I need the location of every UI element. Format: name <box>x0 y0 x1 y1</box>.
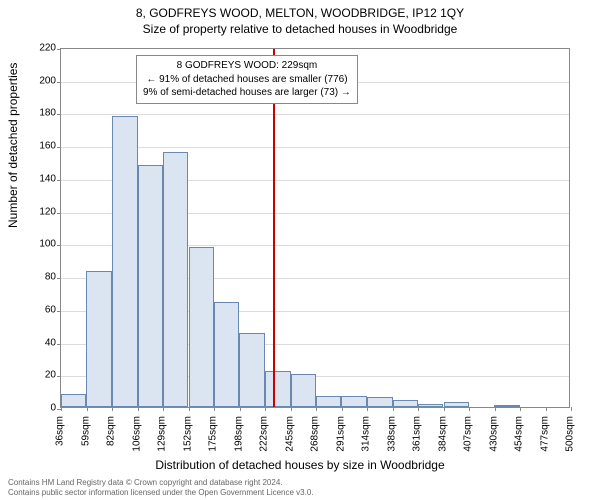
histogram-bar <box>316 396 341 407</box>
ytick-label: 20 <box>26 370 56 381</box>
xtick-mark <box>240 407 241 411</box>
ytick-label: 200 <box>26 75 56 86</box>
ytick-mark <box>57 147 61 148</box>
xtick-label: 430sqm <box>488 416 499 452</box>
y-axis-label: Number of detached properties <box>6 63 20 228</box>
x-axis-label: Distribution of detached houses by size … <box>0 458 600 472</box>
histogram-bar <box>61 394 86 407</box>
histogram-bar <box>239 333 265 407</box>
xtick-mark <box>469 407 470 411</box>
xtick-label: 361sqm <box>412 416 423 452</box>
xtick-label: 384sqm <box>437 416 448 452</box>
ytick-label: 140 <box>26 173 56 184</box>
xtick-mark <box>418 407 419 411</box>
xtick-mark <box>87 407 88 411</box>
xtick-mark <box>520 407 521 411</box>
xtick-label: 314sqm <box>361 416 372 452</box>
ytick-label: 60 <box>26 304 56 315</box>
annotation-line1: 8 GODFREYS WOOD: 229sqm <box>143 59 351 73</box>
histogram-bar <box>86 271 111 407</box>
ytick-mark <box>57 213 61 214</box>
histogram-bar <box>189 247 214 407</box>
chart-container: 8, GODFREYS WOOD, MELTON, WOODBRIDGE, IP… <box>0 0 600 500</box>
xtick-label: 152sqm <box>182 416 193 452</box>
xtick-label: 454sqm <box>514 416 525 452</box>
xtick-label: 175sqm <box>208 416 219 452</box>
ytick-mark <box>57 245 61 246</box>
xtick-mark <box>138 407 139 411</box>
ytick-label: 220 <box>26 43 56 54</box>
xtick-mark <box>163 407 164 411</box>
ytick-label: 100 <box>26 239 56 250</box>
histogram-bar <box>112 116 138 407</box>
histogram-bar <box>418 404 443 407</box>
annotation-line2: ← 91% of detached houses are smaller (77… <box>143 73 351 87</box>
xtick-mark <box>214 407 215 411</box>
histogram-bar <box>444 402 469 407</box>
chart-subtitle: Size of property relative to detached ho… <box>0 20 600 36</box>
xtick-mark <box>571 407 572 411</box>
xtick-mark <box>291 407 292 411</box>
xtick-label: 82sqm <box>106 416 117 446</box>
ytick-mark <box>57 278 61 279</box>
histogram-bar <box>138 165 163 407</box>
histogram-bar <box>265 371 290 407</box>
xtick-label: 198sqm <box>233 416 244 452</box>
xtick-label: 500sqm <box>565 416 576 452</box>
ytick-mark <box>57 180 61 181</box>
xtick-mark <box>367 407 368 411</box>
ytick-mark <box>57 114 61 115</box>
ytick-mark <box>57 82 61 83</box>
histogram-bar <box>367 397 393 407</box>
xtick-label: 36sqm <box>55 416 66 446</box>
xtick-label: 291sqm <box>335 416 346 452</box>
ytick-label: 160 <box>26 141 56 152</box>
chart-title: 8, GODFREYS WOOD, MELTON, WOODBRIDGE, IP… <box>0 0 600 20</box>
footer-line1: Contains HM Land Registry data © Crown c… <box>8 478 314 488</box>
ytick-label: 180 <box>26 108 56 119</box>
footer-line2: Contains public sector information licen… <box>8 488 314 498</box>
xtick-mark <box>265 407 266 411</box>
ytick-label: 80 <box>26 272 56 283</box>
annotation-box: 8 GODFREYS WOOD: 229sqm ← 91% of detache… <box>136 55 358 104</box>
xtick-mark <box>495 407 496 411</box>
xtick-label: 222sqm <box>259 416 270 452</box>
ytick-mark <box>57 311 61 312</box>
histogram-bar <box>214 302 239 407</box>
xtick-mark <box>316 407 317 411</box>
xtick-mark <box>342 407 343 411</box>
ytick-mark <box>57 344 61 345</box>
xtick-label: 59sqm <box>80 416 91 446</box>
xtick-mark <box>189 407 190 411</box>
xtick-label: 268sqm <box>310 416 321 452</box>
ytick-label: 40 <box>26 337 56 348</box>
xtick-label: 338sqm <box>386 416 397 452</box>
xtick-mark <box>546 407 547 411</box>
ytick-label: 0 <box>26 403 56 414</box>
xtick-mark <box>444 407 445 411</box>
footer-attribution: Contains HM Land Registry data © Crown c… <box>8 478 314 498</box>
xtick-mark <box>61 407 62 411</box>
xtick-mark <box>112 407 113 411</box>
histogram-bar <box>291 374 316 407</box>
xtick-label: 245sqm <box>284 416 295 452</box>
plot-area: 8 GODFREYS WOOD: 229sqm ← 91% of detache… <box>60 48 570 408</box>
ytick-mark <box>57 376 61 377</box>
histogram-bar <box>393 400 418 407</box>
annotation-line3: 9% of semi-detached houses are larger (7… <box>143 86 351 100</box>
histogram-bar <box>341 396 366 407</box>
xtick-mark <box>393 407 394 411</box>
histogram-bar <box>163 152 188 407</box>
ytick-label: 120 <box>26 206 56 217</box>
histogram-bar <box>494 405 520 407</box>
xtick-label: 129sqm <box>157 416 168 452</box>
xtick-label: 477sqm <box>539 416 550 452</box>
xtick-label: 407sqm <box>463 416 474 452</box>
ytick-mark <box>57 49 61 50</box>
xtick-label: 106sqm <box>131 416 142 452</box>
